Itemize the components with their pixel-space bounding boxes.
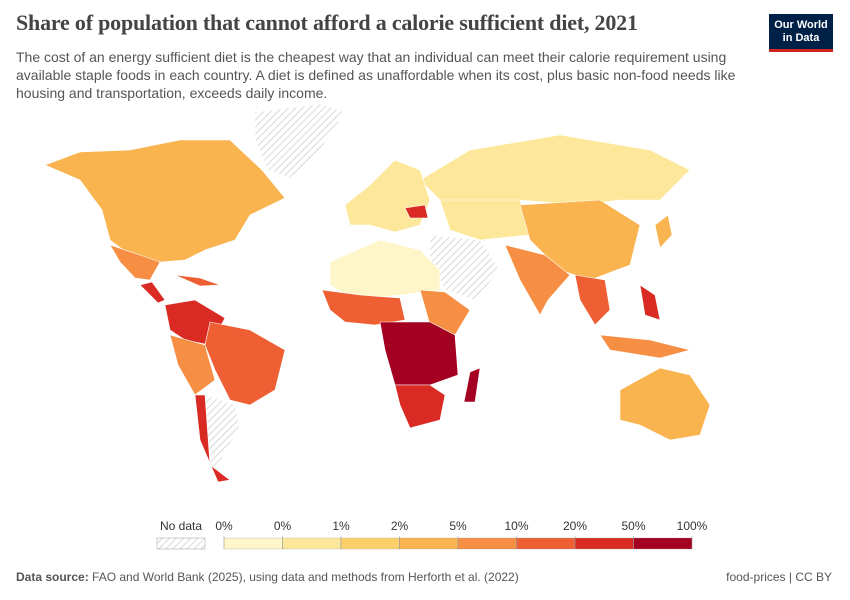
country [379, 321, 459, 386]
legend-label: 0% [274, 519, 292, 533]
source-text: FAO and World Bank (2025), using data an… [92, 570, 519, 584]
country [439, 199, 531, 241]
legend-label: 100% [677, 519, 708, 533]
country [44, 139, 286, 263]
country [429, 234, 501, 301]
legend-swatch [223, 537, 283, 550]
legend-swatch [399, 537, 459, 550]
legend-label: 50% [621, 519, 645, 533]
country [139, 281, 166, 304]
logo-line: Our World [774, 19, 828, 31]
legend-swatch [340, 537, 400, 550]
legend: No data 0% 0% 1% 2% 5% 10% 20% 50% 100% [156, 519, 708, 550]
legend-swatch [516, 537, 576, 550]
country [344, 159, 431, 233]
no-data-label: No data [160, 519, 202, 533]
country [174, 274, 221, 287]
country [654, 214, 673, 249]
logo-line: in Data [782, 32, 820, 44]
country [639, 284, 661, 321]
countries [44, 103, 711, 483]
country [619, 367, 711, 441]
country [574, 274, 611, 326]
legend-label: 0% [215, 519, 233, 533]
license: food-prices | CC BY [726, 570, 832, 584]
source: Data source: FAO and World Bank (2025), … [16, 570, 519, 584]
no-data-swatch [156, 537, 206, 550]
legend-swatch [282, 537, 342, 550]
country [254, 103, 346, 179]
country [463, 367, 481, 403]
country [169, 334, 216, 396]
legend-label: 5% [449, 519, 467, 533]
country [194, 394, 231, 483]
legend-label: 1% [332, 519, 350, 533]
legend-swatch [633, 537, 693, 550]
legend-label: 10% [504, 519, 528, 533]
subtitle: The cost of an energy sufficient diet is… [16, 49, 736, 101]
country [404, 204, 429, 219]
legend-label: 20% [563, 519, 587, 533]
country [204, 321, 286, 406]
legend-swatch [574, 537, 634, 550]
source-label: Data source: [16, 570, 89, 584]
logo: Our World in Data [769, 14, 833, 52]
country [329, 239, 441, 301]
country [394, 384, 446, 429]
title: Share of population that cannot afford a… [16, 10, 638, 35]
country [109, 244, 161, 281]
country [504, 244, 571, 316]
legend-label: 2% [391, 519, 409, 533]
country [599, 334, 692, 359]
legend-swatch [457, 537, 517, 550]
country [419, 134, 691, 206]
